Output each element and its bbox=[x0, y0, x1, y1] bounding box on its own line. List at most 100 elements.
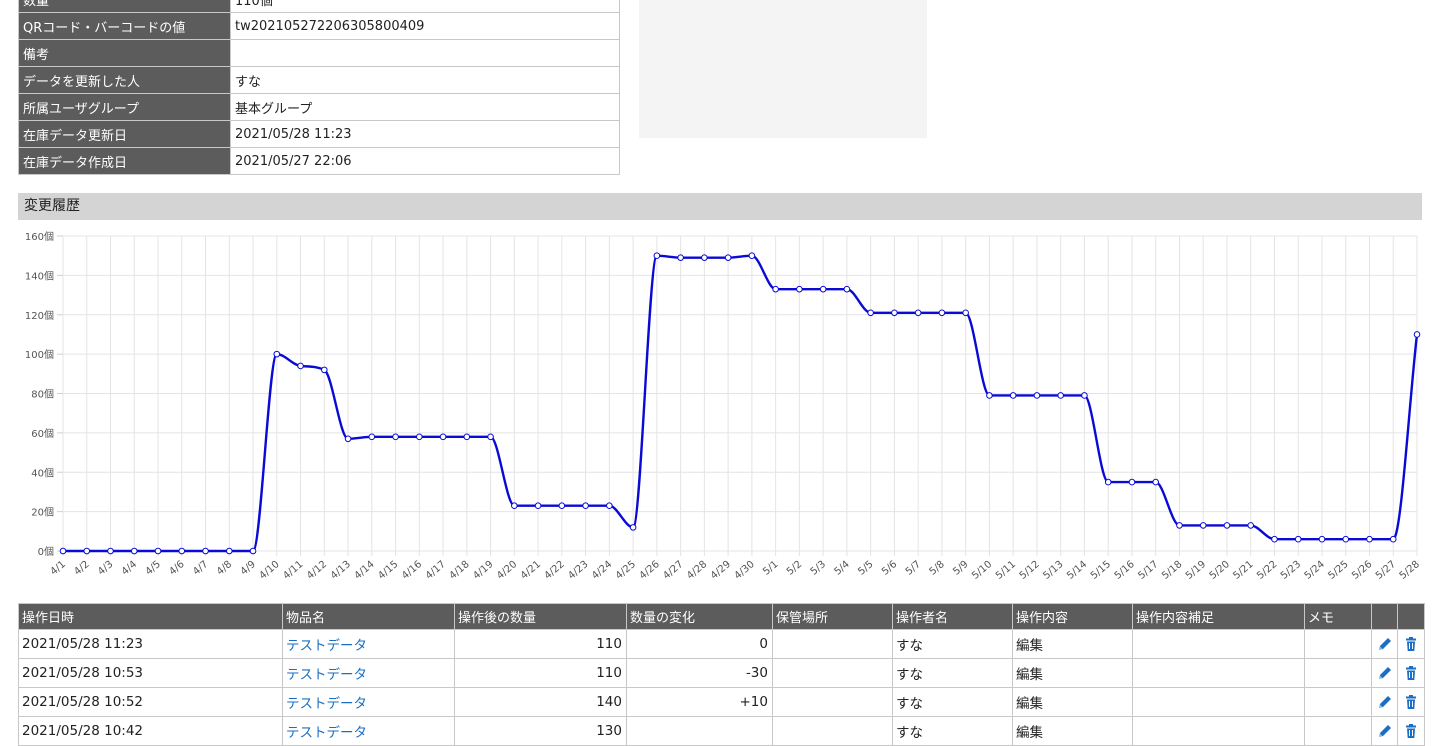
x-tick-label: 4/12 bbox=[305, 559, 329, 582]
x-tick-label: 4/25 bbox=[614, 559, 638, 582]
x-tick-label: 4/13 bbox=[329, 559, 353, 582]
data-point bbox=[653, 252, 661, 259]
y-tick-label: 120個 bbox=[25, 309, 54, 322]
column-header: 操作者名 bbox=[892, 603, 1013, 630]
x-tick-label: 5/15 bbox=[1089, 559, 1113, 582]
data-point bbox=[748, 252, 756, 259]
column-header: 操作後の数量 bbox=[454, 603, 627, 630]
column-header: 保管場所 bbox=[772, 603, 893, 630]
delete-cell bbox=[1397, 629, 1425, 659]
pencil-icon[interactable] bbox=[1377, 723, 1393, 739]
x-tick-label: 4/17 bbox=[424, 559, 448, 582]
operator-cell: すな bbox=[892, 716, 1013, 746]
operator-cell: すな bbox=[892, 629, 1013, 659]
data-point bbox=[1294, 535, 1302, 543]
detail-row: 在庫データ更新日 2021/05/28 11:23 bbox=[18, 120, 620, 148]
detail-row: 所属ユーザグループ 基本グループ bbox=[18, 93, 620, 121]
data-point bbox=[772, 285, 779, 293]
data-point bbox=[1033, 392, 1041, 399]
data-point bbox=[83, 547, 91, 555]
location-cell bbox=[772, 687, 893, 717]
data-point bbox=[439, 433, 447, 441]
history-section-header: 変更履歴 bbox=[18, 193, 1422, 220]
table-row: 2021/05/28 10:53 テストデータ 110 -30 すな 編集 bbox=[18, 658, 1425, 688]
x-tick-label: 5/12 bbox=[1018, 559, 1042, 582]
x-tick-label: 5/18 bbox=[1160, 559, 1184, 582]
x-tick-label: 5/7 bbox=[904, 559, 923, 578]
data-point bbox=[487, 433, 494, 441]
location-cell bbox=[772, 629, 893, 659]
x-tick-label: 5/22 bbox=[1255, 559, 1279, 582]
data-point bbox=[1081, 392, 1088, 399]
column-header: 操作内容補足 bbox=[1132, 603, 1305, 630]
x-tick-label: 5/6 bbox=[880, 559, 899, 578]
data-point bbox=[130, 547, 138, 555]
x-tick-label: 5/14 bbox=[1065, 559, 1089, 582]
x-tick-label: 5/5 bbox=[856, 559, 875, 578]
column-header bbox=[1371, 603, 1398, 630]
quantity-change-cell: -30 bbox=[626, 658, 773, 688]
detail-label: 在庫データ作成日 bbox=[18, 147, 231, 175]
x-tick-label: 4/18 bbox=[447, 559, 471, 582]
quantity-after-cell: 140 bbox=[454, 687, 627, 717]
trash-icon[interactable] bbox=[1403, 665, 1419, 681]
item-link[interactable]: テストデータ bbox=[286, 725, 367, 741]
edit-cell bbox=[1371, 687, 1398, 717]
inventory-history-chart: 0個 20個 40個 60個 80個 100個 120個 140個 160個 4/1 4/2 4/3 4… bbox=[25, 230, 1422, 582]
item-link[interactable]: テストデータ bbox=[286, 667, 367, 683]
x-tick-label: 5/24 bbox=[1303, 559, 1327, 582]
memo-cell bbox=[1304, 687, 1372, 717]
item-link[interactable]: テストデータ bbox=[286, 638, 367, 654]
x-tick-label: 4/5 bbox=[144, 559, 163, 578]
data-point bbox=[986, 392, 993, 399]
x-tick-label: 4/7 bbox=[191, 559, 210, 578]
supplement-cell bbox=[1132, 629, 1305, 659]
detail-row: 在庫データ作成日 2021/05/27 22:06 bbox=[18, 147, 620, 175]
trash-icon[interactable] bbox=[1403, 694, 1419, 710]
action-cell: 編集 bbox=[1012, 687, 1133, 717]
data-point bbox=[249, 547, 257, 555]
data-point bbox=[1247, 522, 1255, 529]
x-tick-label: 4/15 bbox=[376, 559, 400, 582]
x-tick-label: 5/16 bbox=[1113, 559, 1137, 582]
x-tick-label: 4/8 bbox=[215, 559, 234, 578]
quantity-change-cell bbox=[626, 716, 773, 746]
quantity-change-cell: 0 bbox=[626, 629, 773, 659]
detail-row: 数量 110個 bbox=[18, 0, 620, 13]
trash-icon[interactable] bbox=[1403, 636, 1419, 652]
item-name-cell: テストデータ bbox=[282, 716, 455, 746]
detail-value: すな bbox=[230, 66, 620, 94]
pencil-icon[interactable] bbox=[1377, 665, 1393, 681]
data-point bbox=[938, 309, 946, 317]
pencil-icon[interactable] bbox=[1377, 636, 1393, 652]
pencil-icon[interactable] bbox=[1377, 694, 1393, 710]
x-tick-label: 4/3 bbox=[96, 559, 115, 578]
data-point bbox=[891, 309, 898, 317]
x-tick-label: 4/2 bbox=[72, 559, 91, 578]
x-tick-label: 4/4 bbox=[120, 559, 139, 578]
data-point bbox=[1128, 478, 1136, 486]
item-name-cell: テストデータ bbox=[282, 658, 455, 688]
y-tick-label: 0個 bbox=[38, 545, 54, 558]
x-tick-label: 4/9 bbox=[239, 559, 258, 578]
quantity-after-cell: 110 bbox=[454, 629, 627, 659]
detail-label: 所属ユーザグループ bbox=[18, 93, 231, 121]
data-point bbox=[178, 547, 186, 555]
detail-value bbox=[230, 39, 620, 67]
trash-icon[interactable] bbox=[1403, 723, 1419, 739]
detail-row: データを更新した人 すな bbox=[18, 66, 620, 94]
location-cell bbox=[772, 658, 893, 688]
x-tick-label: 4/1 bbox=[49, 559, 68, 578]
data-point bbox=[297, 362, 304, 370]
data-point bbox=[1413, 331, 1421, 338]
x-tick-label: 5/21 bbox=[1231, 559, 1255, 582]
memo-cell bbox=[1304, 716, 1372, 746]
data-point bbox=[416, 433, 423, 441]
quantity-change-cell: +10 bbox=[626, 687, 773, 717]
data-point bbox=[463, 433, 471, 441]
data-point bbox=[1318, 535, 1326, 543]
data-point bbox=[59, 547, 67, 555]
detail-row: 備考 bbox=[18, 39, 620, 67]
date-cell: 2021/05/28 10:53 bbox=[18, 658, 283, 688]
item-link[interactable]: テストデータ bbox=[286, 696, 367, 712]
